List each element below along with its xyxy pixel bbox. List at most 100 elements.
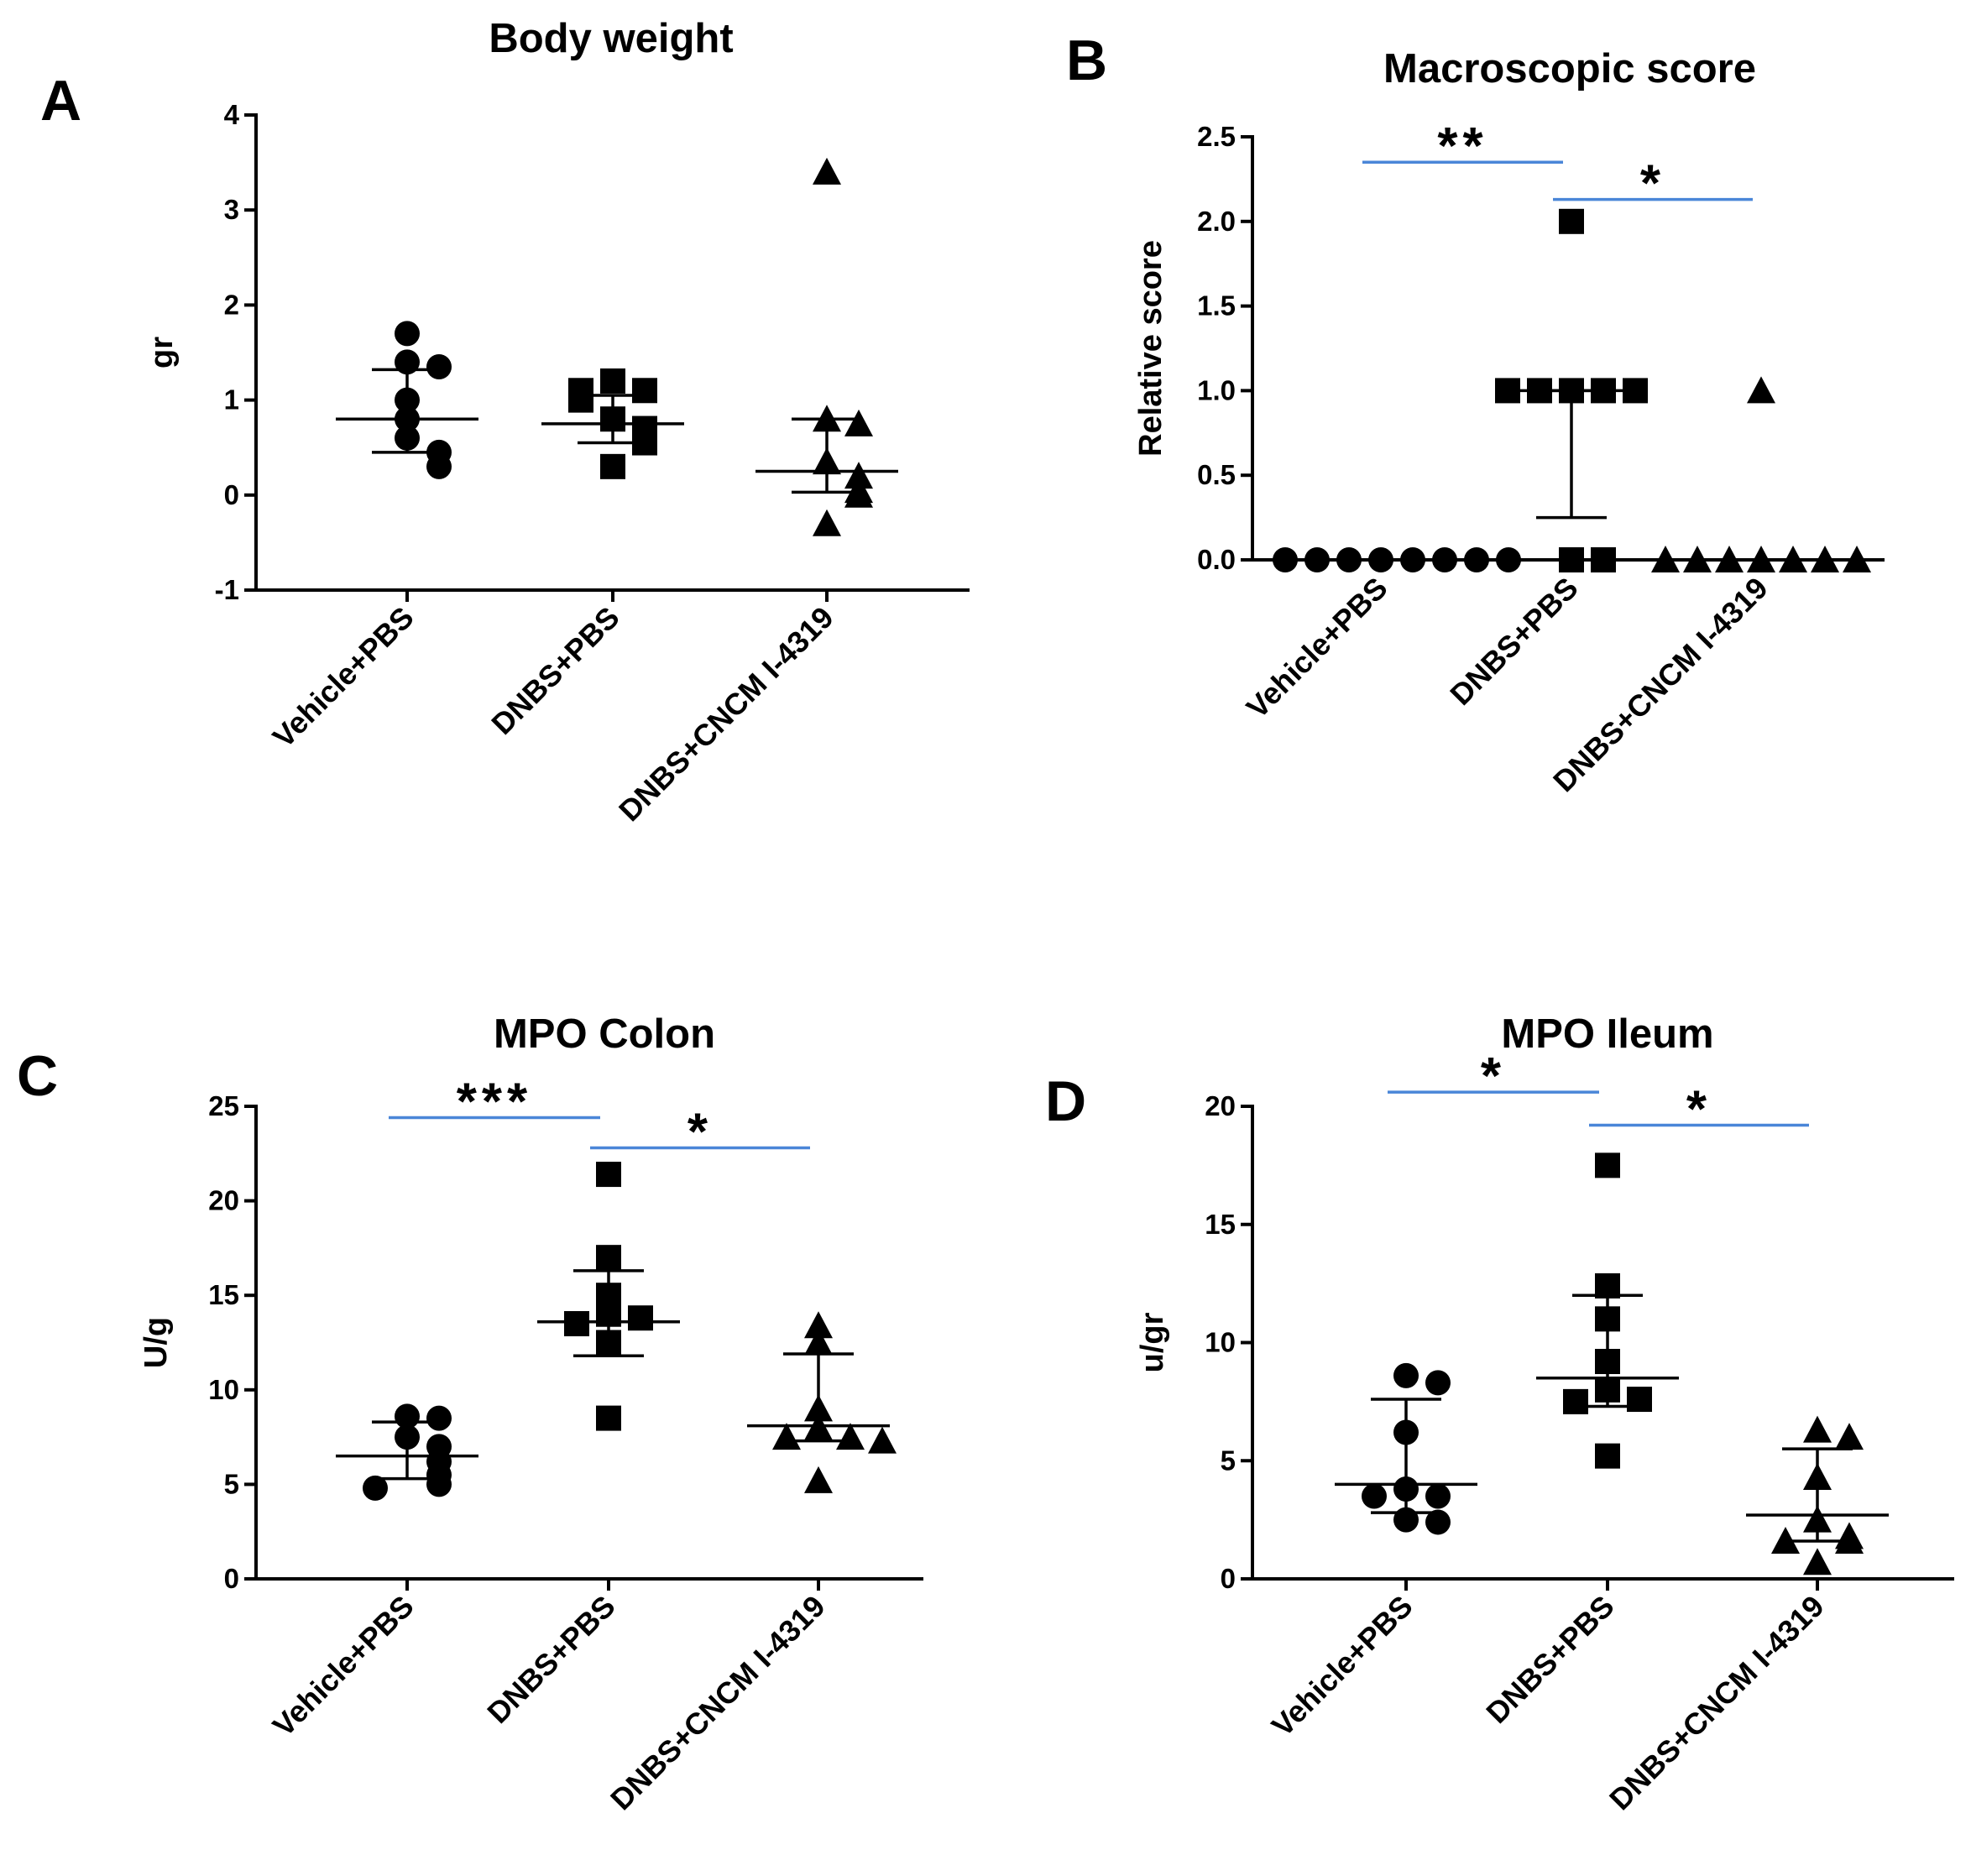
data-point <box>1304 547 1330 572</box>
data-point <box>844 480 873 508</box>
y-tick-label: 2 <box>224 289 239 320</box>
group-2 <box>537 1162 680 1431</box>
y-axis-label: Relative score <box>1133 240 1168 457</box>
data-point <box>1715 546 1744 572</box>
data-point <box>1400 547 1425 572</box>
group-2 <box>1495 208 1648 572</box>
group-1 <box>336 1403 478 1501</box>
y-tick-label: 15 <box>1205 1209 1236 1240</box>
data-point <box>426 1471 452 1497</box>
y-axis-label: u/gr <box>1135 1312 1170 1372</box>
data-point <box>1496 547 1521 572</box>
group-1 <box>336 321 478 479</box>
y-tick-label: 1.0 <box>1197 374 1236 405</box>
data-point <box>1336 547 1362 572</box>
data-point <box>1835 1526 1864 1554</box>
data-point <box>600 406 625 432</box>
data-point <box>1393 1419 1419 1445</box>
significance-stars: * <box>1640 155 1665 213</box>
data-point <box>632 378 657 404</box>
data-point <box>1595 1306 1620 1332</box>
data-point <box>1595 1152 1620 1178</box>
group-3 <box>755 157 898 536</box>
group-3 <box>747 1311 897 1493</box>
data-point <box>1425 1483 1451 1509</box>
group-1 <box>1335 1362 1477 1535</box>
data-point <box>1623 378 1648 404</box>
data-point <box>1843 546 1871 572</box>
chart-title: MPO Colon <box>494 1011 715 1057</box>
data-point <box>596 1301 621 1327</box>
data-point <box>1559 378 1584 404</box>
y-tick-label: 2.0 <box>1197 206 1236 237</box>
y-tick-label: 4 <box>224 99 240 130</box>
x-tick-label: Vehicle+PBS <box>266 1589 421 1743</box>
y-tick-label: 1.5 <box>1197 290 1236 321</box>
panel-a: A Body weight gr 4 3 2 1 0 -1 Vehicle+PBS DNBS+PBS… <box>40 16 970 828</box>
data-point <box>395 1424 420 1450</box>
data-point <box>1362 1483 1387 1509</box>
y-tick-label: 1 <box>224 384 239 415</box>
data-point <box>1803 1548 1832 1576</box>
data-point <box>395 321 420 347</box>
y-tick-label: 5 <box>1221 1445 1236 1476</box>
data-point <box>628 1305 653 1331</box>
x-tick-label: DNBS+PBS <box>1479 1589 1620 1730</box>
x-tick-label: DNBS+CNCM I-4319 <box>612 600 840 828</box>
x-tick-label: DNBS+CNCM I-4319 <box>1602 1589 1831 1817</box>
data-point <box>1591 378 1616 404</box>
data-point <box>395 425 420 451</box>
data-point <box>600 368 625 394</box>
data-point <box>1835 1423 1864 1450</box>
x-tick-label: DNBS+CNCM I-4319 <box>1546 571 1775 799</box>
data-point <box>1683 546 1712 572</box>
data-point <box>868 1426 897 1454</box>
x-tick-label: DNBS+PBS <box>1443 571 1584 712</box>
data-point <box>1771 1526 1800 1554</box>
data-point <box>1368 547 1393 572</box>
y-axis-label: U/g <box>139 1317 174 1368</box>
significance-stars: *** <box>457 1074 532 1131</box>
data-point <box>844 409 873 436</box>
data-point <box>844 462 873 489</box>
data-point <box>1627 1387 1652 1413</box>
panel-letter: A <box>40 69 81 133</box>
data-point <box>1803 1415 1832 1443</box>
y-tick-label: 15 <box>208 1279 239 1310</box>
panel-b: B Macroscopic score Relative score 2.5 2.0 1.… <box>1066 29 1885 798</box>
data-point <box>1527 378 1552 404</box>
data-point <box>395 387 420 413</box>
data-point <box>363 1475 388 1501</box>
y-tick-label: -1 <box>215 574 239 605</box>
y-tick-label: 3 <box>224 194 239 225</box>
data-point <box>1803 1462 1832 1490</box>
data-point <box>813 509 841 536</box>
panel-c: C MPO Colon U/g 25 20 15 10 5 0 Vehicle+PBS DNBS+P… <box>17 1011 923 1816</box>
data-point <box>813 405 841 432</box>
data-point <box>1747 376 1775 404</box>
group-3 <box>1651 376 1871 572</box>
group-2 <box>541 368 684 479</box>
data-point <box>813 157 841 185</box>
data-point <box>426 453 452 479</box>
significance-stars: * <box>687 1104 713 1162</box>
data-point <box>1595 1443 1620 1469</box>
data-point <box>1563 1388 1588 1414</box>
y-tick-label: 0.0 <box>1197 544 1236 575</box>
data-point <box>596 1162 621 1188</box>
data-point <box>1425 1509 1451 1535</box>
y-tick-label: 20 <box>1205 1090 1236 1121</box>
data-point <box>1779 546 1807 572</box>
data-point <box>596 1330 621 1356</box>
y-tick-label: 0.5 <box>1197 459 1236 490</box>
data-point <box>395 349 420 375</box>
y-tick-label: 2.5 <box>1197 121 1236 152</box>
x-tick-label: Vehicle+PBS <box>266 600 421 755</box>
significance-stars: * <box>1686 1081 1712 1139</box>
y-tick-label: 5 <box>224 1468 239 1499</box>
data-point <box>1495 378 1520 404</box>
data-point <box>1595 1349 1620 1375</box>
data-point <box>804 1328 833 1356</box>
y-tick-label: 0 <box>1221 1563 1236 1594</box>
